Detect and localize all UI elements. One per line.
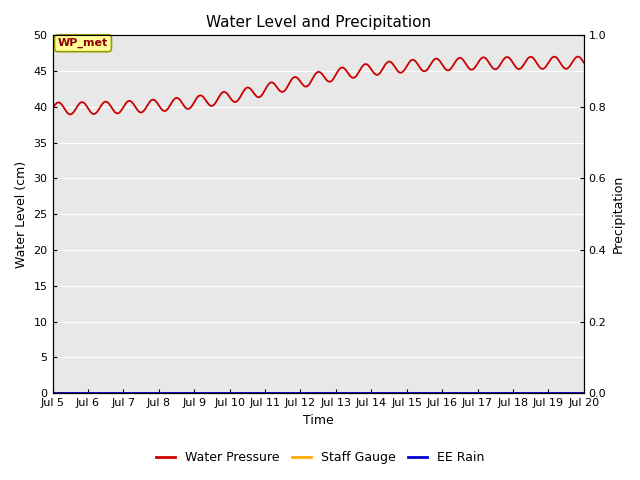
Staff Gauge xyxy=(336,390,344,396)
Legend: Water Pressure, Staff Gauge, EE Rain: Water Pressure, Staff Gauge, EE Rain xyxy=(151,446,489,469)
Water Pressure xyxy=(49,106,56,111)
Water Pressure xyxy=(67,111,74,117)
EE Rain xyxy=(567,390,575,396)
Y-axis label: Water Level (cm): Water Level (cm) xyxy=(15,161,28,268)
Text: WP_met: WP_met xyxy=(58,38,108,48)
EE Rain xyxy=(301,390,308,396)
EE Rain xyxy=(484,390,492,396)
Title: Water Level and Precipitation: Water Level and Precipitation xyxy=(205,15,431,30)
Staff Gauge xyxy=(567,390,575,396)
Staff Gauge xyxy=(484,390,492,396)
Staff Gauge xyxy=(580,390,588,396)
EE Rain xyxy=(49,390,56,396)
Y-axis label: Precipitation: Precipitation xyxy=(612,175,625,253)
EE Rain xyxy=(304,390,312,396)
Water Pressure xyxy=(573,54,581,60)
Staff Gauge xyxy=(49,390,56,396)
Staff Gauge xyxy=(365,390,372,396)
EE Rain xyxy=(580,390,588,396)
Water Pressure xyxy=(305,82,313,87)
Water Pressure xyxy=(568,60,576,65)
Staff Gauge xyxy=(301,390,308,396)
X-axis label: Time: Time xyxy=(303,414,333,427)
Water Pressure xyxy=(337,65,345,71)
EE Rain xyxy=(336,390,344,396)
Water Pressure xyxy=(485,60,493,66)
Water Pressure xyxy=(580,60,588,66)
Staff Gauge xyxy=(304,390,312,396)
EE Rain xyxy=(365,390,372,396)
Line: Water Pressure: Water Pressure xyxy=(52,57,584,114)
Water Pressure xyxy=(366,64,374,70)
Water Pressure xyxy=(302,84,310,89)
